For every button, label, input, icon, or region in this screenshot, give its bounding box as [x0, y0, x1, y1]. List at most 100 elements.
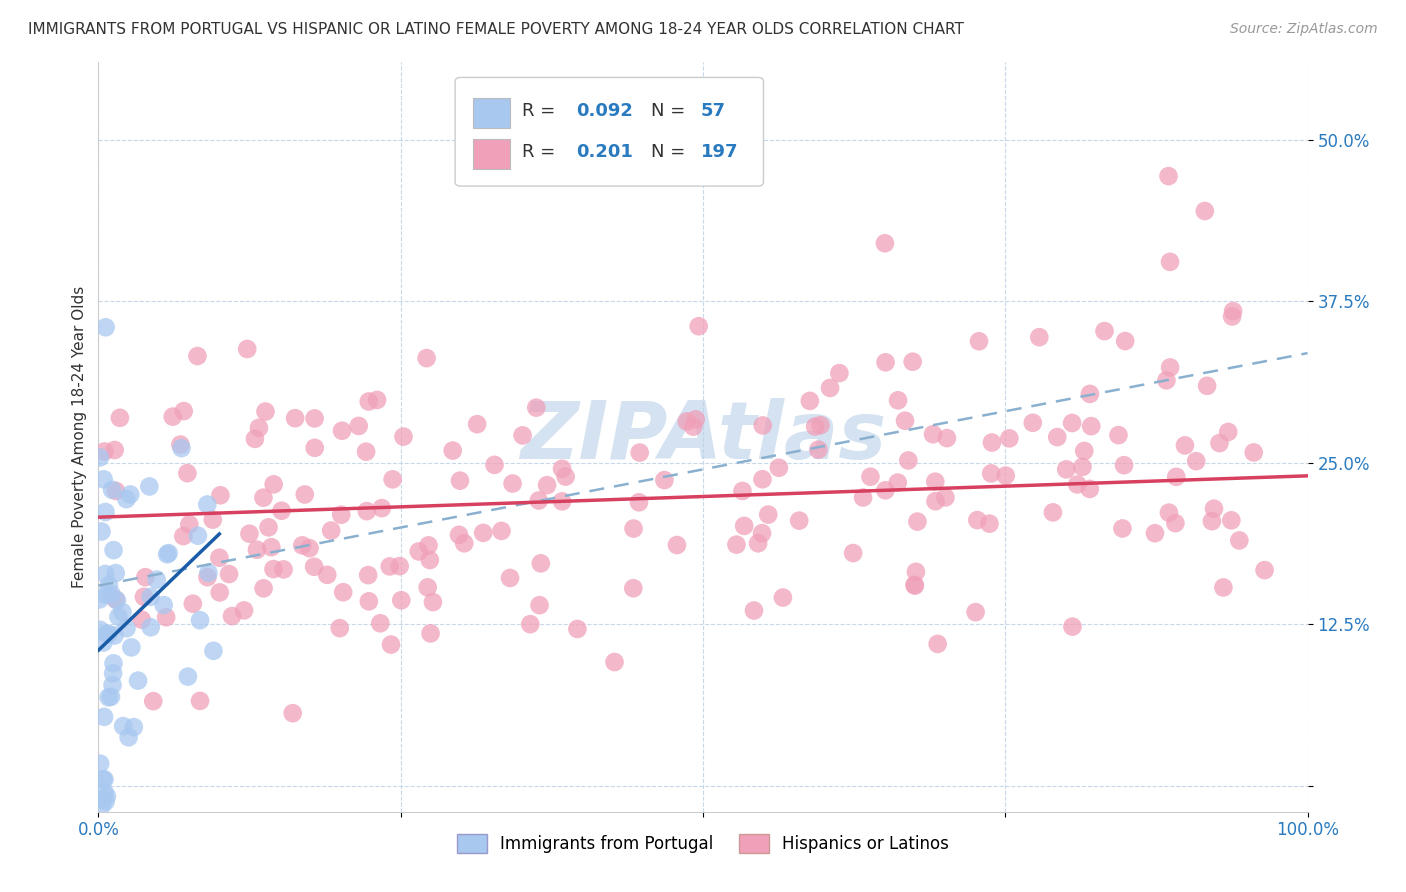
FancyBboxPatch shape [474, 97, 509, 128]
Point [173, 404, 195, 418]
Point [316, 567, 339, 582]
Point [519, 617, 541, 632]
Point [449, 474, 471, 488]
Point [859, 469, 882, 483]
Point [115, 492, 138, 507]
Point [142, 694, 165, 708]
Point [96, 789, 118, 804]
Point [725, 538, 748, 552]
Point [979, 516, 1001, 531]
Point [103, 657, 125, 671]
Point [1046, 430, 1069, 444]
Point [621, 581, 644, 595]
Point [94, 566, 117, 581]
Point [419, 626, 441, 640]
Text: N =: N = [651, 144, 690, 161]
Point [321, 524, 343, 538]
Point [1159, 360, 1181, 375]
Point [392, 429, 415, 443]
Point [93, 472, 115, 486]
Point [156, 547, 179, 561]
Point [875, 355, 897, 369]
Point [1022, 416, 1045, 430]
Point [927, 637, 949, 651]
Point [93, 444, 115, 458]
Point [389, 593, 412, 607]
Legend: Immigrants from Portugal, Hispanics or Latinos: Immigrants from Portugal, Hispanics or L… [450, 827, 956, 860]
Point [499, 571, 522, 585]
Point [415, 351, 437, 365]
Point [366, 392, 388, 407]
Point [897, 453, 920, 467]
Point [1062, 416, 1084, 430]
Point [368, 616, 391, 631]
Point [1157, 506, 1180, 520]
Point [873, 236, 896, 251]
Point [104, 442, 127, 457]
Text: IMMIGRANTS FROM PORTUGAL VS HISPANIC OR LATINO FEMALE POVERTY AMONG 18-24 YEAR O: IMMIGRANTS FROM PORTUGAL VS HISPANIC OR … [28, 22, 965, 37]
Point [1185, 454, 1208, 468]
Point [97, 627, 120, 641]
Point [89, 623, 111, 637]
Text: Source: ZipAtlas.com: Source: ZipAtlas.com [1230, 22, 1378, 37]
Point [828, 366, 851, 380]
Point [980, 435, 1002, 450]
Point [236, 342, 259, 356]
Point [1156, 373, 1178, 387]
Point [260, 540, 283, 554]
Point [551, 494, 574, 508]
Point [117, 731, 139, 745]
Point [329, 621, 352, 635]
Point [491, 524, 513, 538]
Point [284, 411, 307, 425]
Point [94, 794, 117, 808]
Point [115, 621, 138, 635]
Point [628, 445, 651, 459]
Point [675, 414, 697, 428]
Point [332, 585, 354, 599]
Point [188, 694, 211, 708]
Point [356, 504, 378, 518]
Point [453, 536, 475, 550]
Text: N =: N = [651, 103, 690, 120]
Point [197, 570, 219, 584]
Point [132, 590, 155, 604]
Point [688, 319, 710, 334]
Point [887, 393, 910, 408]
Point [221, 609, 243, 624]
Point [907, 515, 929, 529]
Text: 57: 57 [700, 103, 725, 120]
Point [731, 483, 754, 498]
Point [875, 483, 897, 498]
Point [93, 785, 115, 799]
Point [1202, 501, 1225, 516]
Point [94, 588, 117, 602]
Point [1227, 533, 1250, 548]
Point [818, 381, 841, 395]
Point [1201, 514, 1223, 528]
Point [104, 592, 127, 607]
Point [1080, 419, 1102, 434]
Point [120, 487, 142, 501]
Point [441, 443, 464, 458]
Point [1166, 470, 1188, 484]
Point [304, 441, 326, 455]
Point [751, 526, 773, 541]
Point [103, 543, 125, 558]
Point [91, 772, 114, 787]
Point [1107, 428, 1129, 442]
Point [357, 568, 380, 582]
Point [965, 605, 987, 619]
Point [94, 505, 117, 519]
Point [246, 542, 269, 557]
Point [139, 590, 162, 604]
Point [298, 541, 321, 556]
Point [554, 469, 576, 483]
Point [1197, 379, 1219, 393]
Point [901, 354, 924, 368]
Point [97, 578, 120, 592]
Point [101, 666, 124, 681]
Point [104, 566, 127, 580]
Point [1157, 169, 1180, 183]
Point [966, 513, 988, 527]
